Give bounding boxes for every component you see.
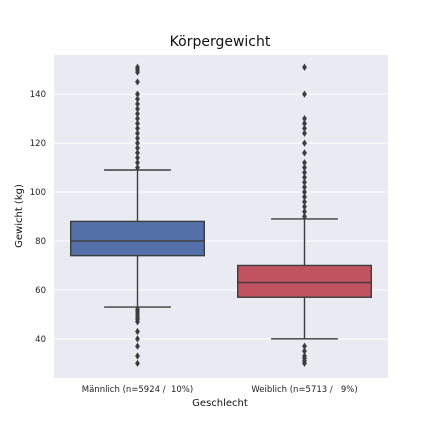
box-group <box>69 63 206 367</box>
outlier-point <box>302 163 307 172</box>
x-tick-label: Männlich (n=5924 / 10%) <box>82 385 193 395</box>
outlier-point <box>135 139 140 147</box>
outlier-point <box>302 124 307 133</box>
outlier-point <box>135 342 140 350</box>
outlier-point <box>302 119 307 128</box>
outlier-point <box>135 105 140 113</box>
box-series <box>69 63 373 367</box>
y-tick-label: 40 <box>35 335 46 345</box>
box-iqr <box>69 220 206 257</box>
outlier-point <box>302 63 307 71</box>
outlier-point <box>135 335 140 343</box>
outlier-point <box>135 119 140 128</box>
box-group <box>236 63 373 367</box>
outlier-point <box>135 100 140 108</box>
outlier-point <box>135 149 140 157</box>
outlier-point <box>302 90 307 98</box>
outlier-point <box>302 139 307 147</box>
chart-title: Körpergewicht <box>170 34 271 50</box>
outlier-point <box>135 124 140 133</box>
outlier-point <box>135 95 140 103</box>
y-axis-label: Gewicht (kg) <box>14 184 25 248</box>
outlier-point <box>302 347 307 355</box>
y-tick-label: 80 <box>35 237 46 247</box>
y-tick-label: 120 <box>30 139 46 149</box>
outlier-point <box>302 168 307 177</box>
x-tick-labels: Männlich (n=5924 / 10%) Weiblich (n=5713 … <box>82 385 358 395</box>
plot-area <box>54 55 388 378</box>
outlier-point <box>302 208 307 216</box>
outlier-point <box>135 352 140 360</box>
outlier-point <box>135 115 140 123</box>
outlier-point <box>302 178 307 186</box>
outlier-point <box>302 203 307 211</box>
outlier-point <box>135 134 140 142</box>
outlier-point <box>302 159 307 167</box>
outlier-point <box>135 129 140 137</box>
x-axis-label: Geschlecht <box>192 398 248 409</box>
outlier-point <box>135 144 140 152</box>
outlier-point <box>302 188 307 196</box>
outlier-point <box>135 159 140 167</box>
y-tick-label: 60 <box>35 286 46 296</box>
outlier-point <box>135 154 140 162</box>
outlier-point <box>135 110 140 118</box>
outlier-point <box>302 212 307 221</box>
outlier-point <box>302 173 307 181</box>
outlier-point <box>302 149 307 157</box>
outlier-point <box>302 193 307 201</box>
box-iqr <box>236 264 373 298</box>
outlier-point <box>135 90 140 98</box>
x-tick-label: Weiblich (n=5713 / 9%) <box>251 385 357 395</box>
outlier-point <box>302 129 307 137</box>
outlier-point <box>302 342 307 350</box>
y-tick-label: 100 <box>30 188 46 198</box>
outlier-point <box>135 305 140 314</box>
outlier-point <box>135 78 140 86</box>
outlier-point <box>135 163 140 172</box>
outlier-point <box>302 183 307 191</box>
outlier-point <box>302 352 307 360</box>
y-tick-labels: 40 60 80 100 120 140 <box>30 90 46 345</box>
outlier-point <box>135 327 140 336</box>
y-tick-label: 140 <box>30 90 46 100</box>
outlier-point <box>302 115 307 123</box>
outlier-point <box>135 359 140 367</box>
outlier-point <box>302 198 307 206</box>
outlier-point <box>135 63 140 71</box>
